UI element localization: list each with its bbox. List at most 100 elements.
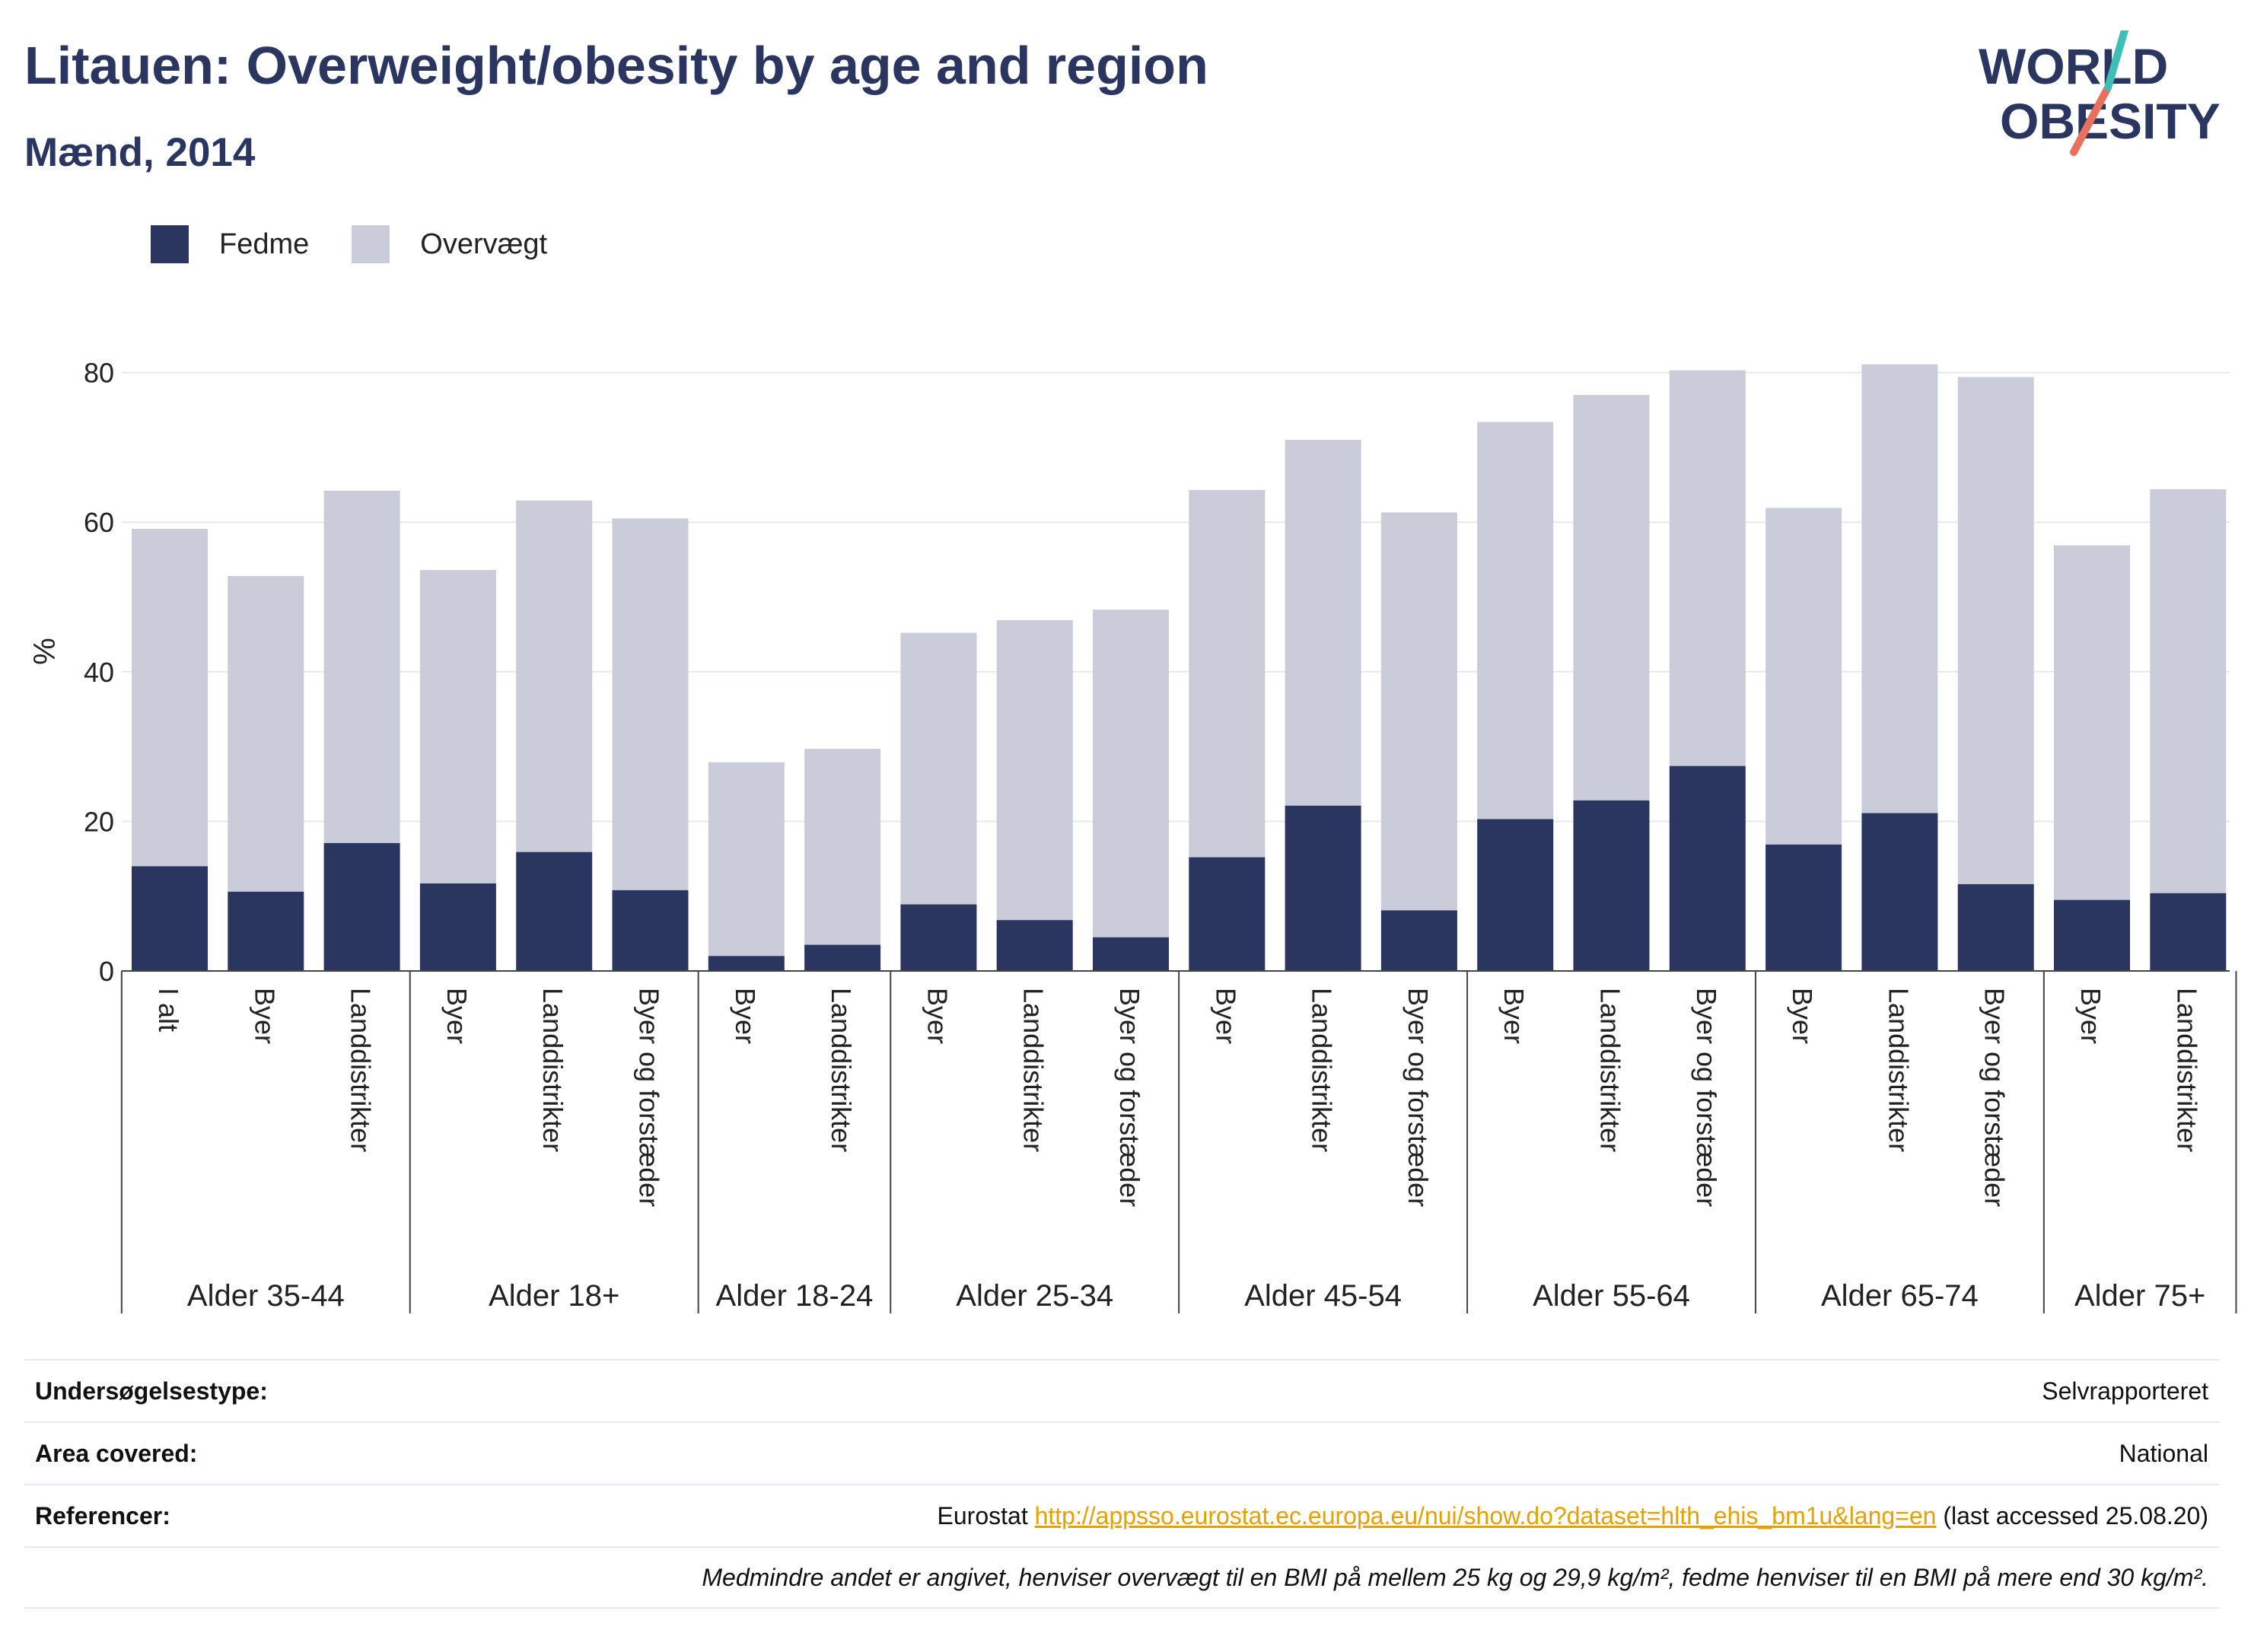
bar-overvaegt [708, 762, 785, 957]
bar-fedme [2054, 899, 2130, 971]
area-value: National [2119, 1439, 2208, 1467]
x-tick-label: Landdistrikter [2171, 988, 2202, 1152]
y-tick-label: 60 [84, 507, 114, 538]
x-tick-label: Landdistrikter [537, 988, 568, 1152]
y-tick-label: 0 [99, 956, 114, 987]
x-tick-label: Landdistrikter [345, 988, 377, 1152]
x-tick-label: Landdistrikter [1307, 988, 1338, 1152]
chart-title: Litauen: Overweight/obesity by age and r… [24, 36, 1208, 95]
reference-accessed: (last accessed 25.08.20) [1943, 1501, 2208, 1529]
bar-overvaegt [996, 619, 1073, 921]
bar-fedme [228, 891, 304, 971]
x-tick-label: Landdistrikter [1883, 988, 1914, 1152]
bar-fedme [1285, 805, 1361, 971]
references-label: Referencer: [35, 1501, 170, 1529]
survey-value: Selvrapporteret [2042, 1377, 2208, 1405]
group-label: Alder 55-64 [1533, 1279, 1690, 1313]
bar-overvaegt [419, 570, 496, 883]
legend-label-overvaegt: Overvægt [420, 228, 548, 260]
bar-fedme [612, 890, 689, 971]
x-tick-label: Landdistrikter [1018, 988, 1049, 1152]
bar-fedme [900, 904, 977, 971]
definition-note: Medmindre andet er angivet, henviser ove… [702, 1563, 2208, 1591]
info-row-note: Medmindre andet er angivet, henviser ove… [24, 1546, 2219, 1609]
bar-overvaegt [1573, 395, 1650, 801]
x-tick-label: Landdistrikter [1595, 988, 1626, 1152]
reference-link[interactable]: http://appsso.eurostat.ec.europa.eu/nui/… [1034, 1501, 1937, 1529]
svg-text:WORLD: WORLD [1979, 38, 2168, 94]
x-tick-label: Byer og forstæder [634, 988, 665, 1207]
y-tick-label: 40 [84, 657, 114, 688]
x-tick-label: Byer [2075, 988, 2106, 1044]
bar-fedme [1380, 910, 1457, 971]
bar-fedme [132, 866, 208, 971]
bar-fedme [1477, 819, 1554, 971]
y-axis-label: % [28, 638, 62, 665]
info-row-references: Referencer: Eurostat http://appsso.euros… [24, 1484, 2219, 1546]
legend: Fedme Overvægt [151, 225, 590, 263]
info-table: Undersøgelsestype: Selvrapporteret Area … [24, 1359, 2219, 1609]
group-label: Alder 35-44 [187, 1279, 345, 1313]
bar-overvaegt [323, 490, 400, 843]
legend-swatch-fedme [151, 225, 189, 263]
bar-fedme [323, 842, 400, 971]
bar-overvaegt [1285, 440, 1361, 806]
bar-fedme [996, 920, 1073, 971]
bar-overvaegt [1765, 508, 1842, 845]
bar-overvaegt [900, 632, 977, 905]
bar-overvaegt [1477, 422, 1554, 820]
info-row-survey: Undersøgelsestype: Selvrapporteret [24, 1359, 2219, 1421]
bar-overvaegt [612, 518, 689, 890]
bar-fedme [1669, 766, 1746, 971]
area-label: Area covered: [35, 1439, 198, 1467]
group-label: Alder 45-54 [1244, 1279, 1402, 1313]
chart-subtitle: Mænd, 2014 [24, 130, 256, 175]
x-tick-label: Byer [441, 988, 473, 1044]
group-label: Alder 18-24 [716, 1279, 874, 1313]
bar-fedme [1957, 883, 2034, 971]
bar-fedme [1861, 813, 1938, 971]
group-label: Alder 65-74 [1821, 1279, 1979, 1313]
legend-item-overvaegt: Overvægt [352, 225, 547, 263]
bar-overvaegt [132, 529, 208, 867]
x-tick-label: Byer og forstæder [1402, 988, 1434, 1207]
x-tick-label: Byer [1210, 988, 1241, 1044]
x-tick-label: Byer og forstæder [1691, 988, 1722, 1207]
bar-overvaegt [2150, 489, 2227, 893]
y-tick-label: 20 [84, 806, 114, 837]
group-label: Alder 25-34 [956, 1279, 1113, 1313]
bar-overvaegt [1189, 489, 1266, 858]
bar-fedme [2150, 893, 2227, 971]
bar-overvaegt [1957, 377, 2034, 884]
group-label: Alder 75+ [2074, 1279, 2205, 1313]
legend-label-fedme: Fedme [219, 228, 310, 260]
y-tick-label: 80 [84, 358, 114, 389]
x-tick-label: Landdistrikter [826, 988, 857, 1152]
x-tick-label: I alt [153, 988, 184, 1032]
bar-fedme [1189, 857, 1266, 971]
svg-text:OBESITY: OBESITY [2000, 93, 2221, 149]
world-obesity-logo: WORLD OBESITY [1979, 30, 2221, 156]
bar-fedme [1765, 844, 1842, 971]
bar-overvaegt [1380, 512, 1457, 911]
x-tick-label: Byer [249, 988, 280, 1044]
x-tick-label: Byer [730, 988, 761, 1044]
legend-swatch-overvaegt [352, 225, 390, 263]
bar-fedme [1093, 937, 1169, 971]
info-row-area: Area covered: National [24, 1421, 2219, 1484]
x-tick-label: Byer [1498, 988, 1530, 1044]
bar-fedme [1573, 800, 1650, 971]
survey-label: Undersøgelsestype: [35, 1377, 268, 1405]
group-label: Alder 18+ [489, 1279, 619, 1313]
bar-overvaegt [2054, 545, 2130, 900]
x-tick-label: Byer og forstæder [1979, 988, 2011, 1207]
x-tick-label: Byer [1787, 988, 1818, 1044]
bar-chart: 0 20 40 60 80% I alt Byer Landdistrikter Byer Lan… [28, 358, 2237, 1313]
references-value: Eurostat http://appsso.eurostat.ec.europ… [938, 1502, 2208, 1530]
x-tick-label: Byer og forstæder [1114, 988, 1145, 1207]
legend-item-fedme: Fedme [151, 225, 309, 263]
reference-source: Eurostat [937, 1501, 1028, 1529]
bar-overvaegt [804, 749, 881, 945]
bar-fedme [708, 956, 785, 971]
x-tick-label: Byer [922, 988, 953, 1044]
